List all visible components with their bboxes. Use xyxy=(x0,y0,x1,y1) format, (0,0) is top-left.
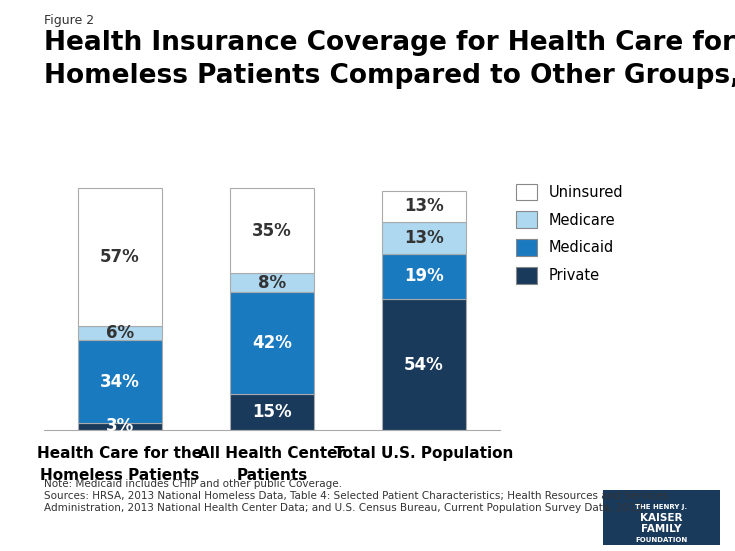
Text: Figure 2: Figure 2 xyxy=(44,14,94,27)
Text: Homeless Patients Compared to Other Groups, 2013: Homeless Patients Compared to Other Grou… xyxy=(44,63,735,89)
Text: 13%: 13% xyxy=(404,229,444,247)
Text: 13%: 13% xyxy=(404,197,444,215)
Bar xyxy=(230,273,314,292)
Bar xyxy=(230,292,314,393)
Text: KAISER: KAISER xyxy=(640,513,683,523)
Bar xyxy=(382,222,466,253)
Bar xyxy=(382,191,466,222)
Text: FOUNDATION: FOUNDATION xyxy=(635,537,688,543)
Text: 19%: 19% xyxy=(404,267,444,285)
Bar xyxy=(230,393,314,430)
Text: 57%: 57% xyxy=(100,248,140,266)
Text: 35%: 35% xyxy=(252,222,292,240)
Legend: Uninsured, Medicare, Medicaid, Private: Uninsured, Medicare, Medicaid, Private xyxy=(516,183,623,284)
Text: FAMILY: FAMILY xyxy=(641,524,682,534)
Text: THE HENRY J.: THE HENRY J. xyxy=(636,504,687,510)
Text: Health Insurance Coverage for Health Care for the: Health Insurance Coverage for Health Car… xyxy=(44,30,735,56)
Text: 8%: 8% xyxy=(258,273,286,291)
Bar xyxy=(382,299,466,430)
Text: 15%: 15% xyxy=(252,403,292,420)
Text: Note: Medicaid includes CHIP and other public Coverage.
Sources: HRSA, 2013 Nati: Note: Medicaid includes CHIP and other p… xyxy=(44,479,668,512)
Text: 3%: 3% xyxy=(106,417,135,435)
Text: 34%: 34% xyxy=(100,372,140,391)
Bar xyxy=(78,326,162,341)
Bar xyxy=(78,188,162,326)
Text: 54%: 54% xyxy=(404,355,444,374)
Bar xyxy=(382,253,466,299)
Bar xyxy=(78,341,162,423)
Bar xyxy=(230,188,314,273)
Text: 42%: 42% xyxy=(252,334,292,352)
Bar xyxy=(78,423,162,430)
Text: 6%: 6% xyxy=(106,324,134,342)
